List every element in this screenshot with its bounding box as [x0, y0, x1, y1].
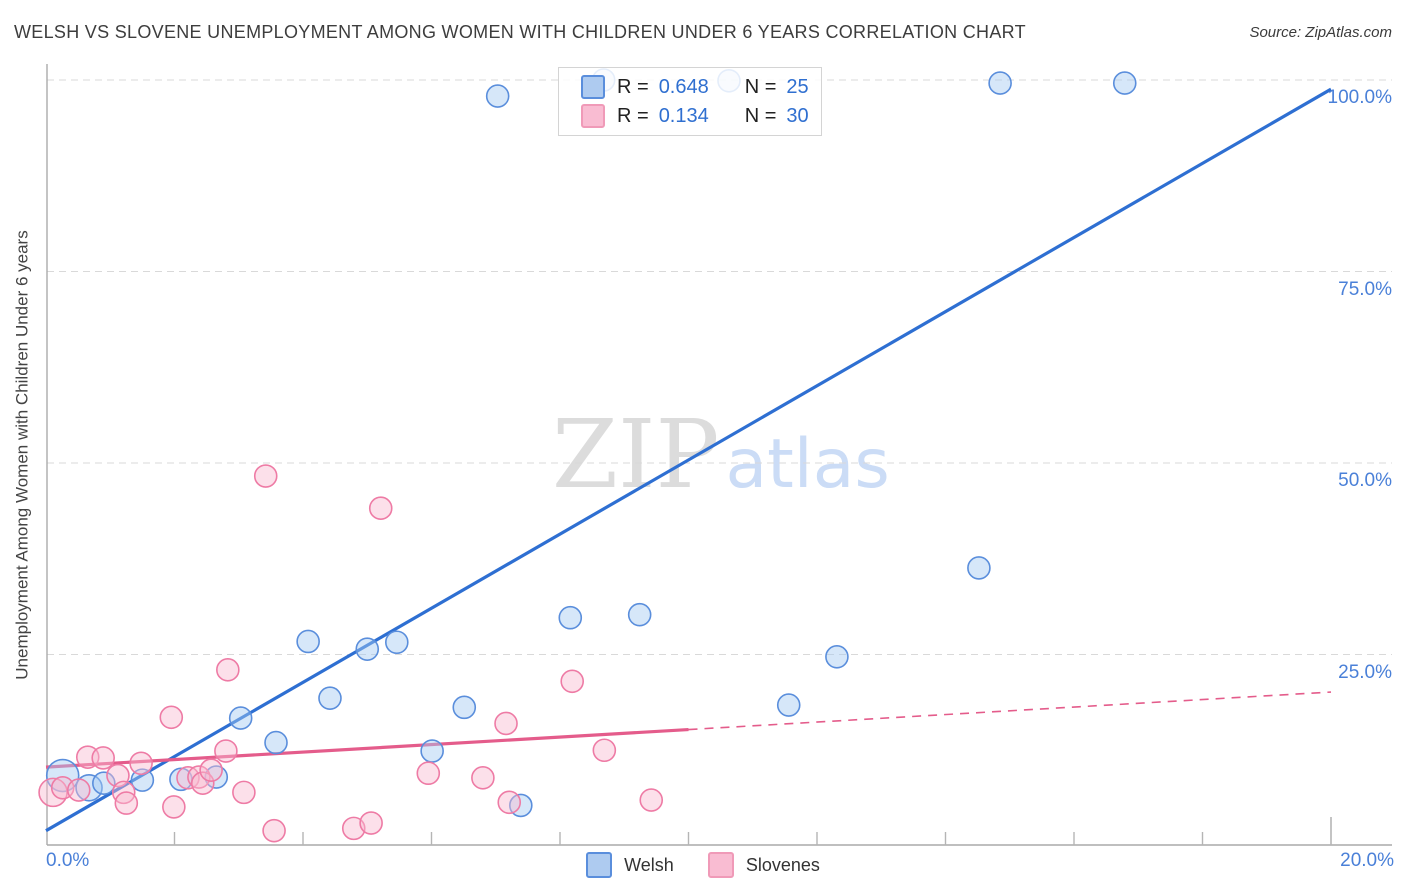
slovene-data-point[interactable]: [494, 711, 518, 736]
page-title: WELSH VS SLOVENE UNEMPLOYMENT AMONG WOME…: [14, 22, 1026, 42]
slovene-data-point[interactable]: [66, 778, 91, 802]
welsh-data-point[interactable]: [228, 706, 253, 730]
welsh-swatch-icon: [581, 75, 605, 99]
slovenes-trend-line-dashed: [688, 691, 1332, 731]
welsh-data-point[interactable]: [264, 730, 288, 755]
welsh-data-point[interactable]: [130, 768, 155, 792]
y-tick-label-100: 100.0%: [1327, 87, 1392, 108]
welsh-n-value: 25: [786, 75, 809, 98]
slovene-data-point[interactable]: [253, 464, 278, 488]
x-axis-min-label: 0.0%: [46, 850, 90, 871]
slovene-data-point[interactable]: [190, 771, 215, 795]
slovene-data-point[interactable]: [129, 751, 153, 776]
welsh-data-point[interactable]: [355, 637, 380, 661]
welsh-data-point[interactable]: [988, 71, 1012, 95]
correlation-legend: R = 0.648 N = 25 R = 0.134 N = 30: [558, 67, 822, 136]
slovene-data-point[interactable]: [368, 496, 393, 520]
slovene-data-point[interactable]: [416, 761, 441, 786]
slovene-data-point[interactable]: [114, 791, 139, 815]
welsh-data-point[interactable]: [485, 84, 510, 108]
welsh-data-point[interactable]: [627, 602, 652, 627]
slovene-swatch-icon: [581, 104, 605, 128]
slovene-data-point[interactable]: [560, 669, 585, 694]
welsh-data-point[interactable]: [776, 693, 801, 717]
slovene-n-label: N =: [744, 104, 777, 127]
slovene-data-point[interactable]: [232, 780, 256, 805]
welsh-r-value: 0.648: [658, 75, 709, 98]
welsh-data-point[interactable]: [967, 556, 991, 580]
welsh-data-point[interactable]: [92, 771, 116, 795]
source-attribution: Source: ZipAtlas.com: [1249, 24, 1392, 41]
slovene-legend-label: Slovenes: [745, 854, 820, 875]
slovene-legend-swatch-icon: [707, 852, 734, 878]
welsh-trend-line-solid: [45, 87, 1332, 833]
slovene-data-point[interactable]: [341, 816, 366, 841]
welsh-r-label: R =: [617, 75, 649, 98]
slovene-data-point[interactable]: [91, 746, 115, 770]
slovene-r-label: R =: [617, 104, 649, 127]
slovene-data-point[interactable]: [497, 790, 522, 815]
slovene-data-point[interactable]: [159, 705, 184, 730]
series-legend: Welsh Slovenes: [0, 852, 1406, 878]
legend-item-welsh: Welsh: [586, 852, 674, 878]
welsh-data-point[interactable]: [385, 630, 409, 655]
welsh-data-point[interactable]: [452, 695, 477, 720]
slovene-data-point[interactable]: [592, 738, 617, 763]
y-tick-label-50: 50.0%: [1338, 470, 1392, 491]
welsh-data-point[interactable]: [420, 739, 444, 763]
slovene-data-point[interactable]: [359, 811, 383, 835]
welsh-data-point[interactable]: [558, 605, 583, 630]
legend-row-slovenes: R = 0.134 N = 30: [581, 104, 809, 128]
welsh-n-label: N =: [744, 75, 777, 98]
slovene-data-point[interactable]: [199, 758, 223, 782]
slovene-data-point[interactable]: [262, 818, 286, 843]
welsh-data-point[interactable]: [1112, 71, 1137, 95]
slovene-data-point[interactable]: [639, 788, 664, 812]
welsh-data-point[interactable]: [825, 644, 849, 669]
x-axis-max-label: 20.0%: [1340, 850, 1394, 871]
slovene-data-point[interactable]: [216, 658, 240, 682]
legend-item-slovenes: Slovenes: [707, 852, 820, 878]
legend-row-welsh: R = 0.648 N = 25: [581, 75, 809, 99]
slovenes-trend-line-solid: [45, 727, 689, 769]
slovene-r-value: 0.134: [658, 104, 709, 127]
slovene-data-point[interactable]: [214, 739, 238, 763]
welsh-data-point[interactable]: [296, 629, 320, 654]
y-tick-label-75: 75.0%: [1338, 278, 1392, 300]
welsh-legend-label: Welsh: [624, 854, 674, 875]
welsh-legend-swatch-icon: [586, 852, 613, 878]
slovene-data-point[interactable]: [162, 795, 186, 819]
slovene-n-value: 30: [786, 104, 809, 127]
welsh-data-point[interactable]: [318, 686, 342, 710]
y-tick-label-25: 25.0%: [1338, 661, 1392, 683]
slovene-data-point[interactable]: [471, 766, 495, 790]
